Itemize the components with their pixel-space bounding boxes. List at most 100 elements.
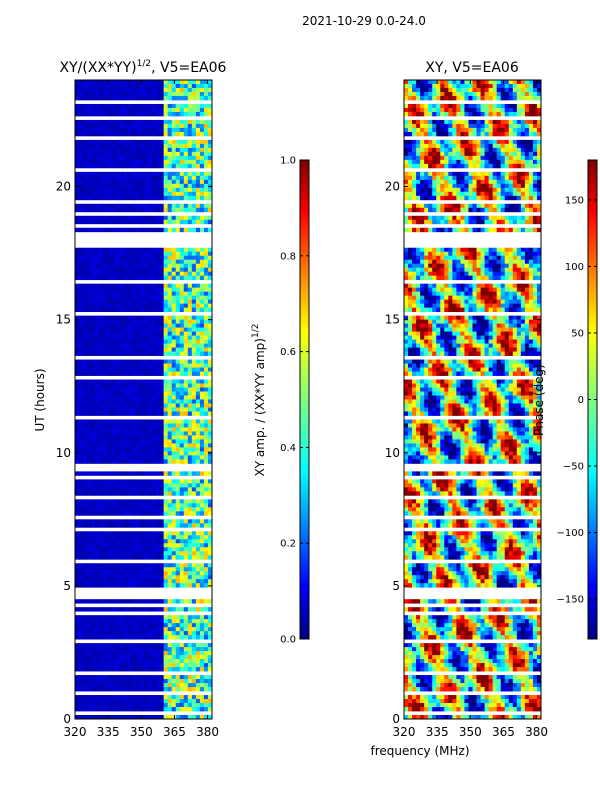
heatmap-cell — [147, 543, 152, 548]
heatmap-cell — [91, 131, 96, 137]
heatmap-cell — [95, 459, 100, 464]
heatmap-cell — [87, 87, 92, 93]
heatmap-cell — [95, 191, 100, 197]
heatmap-cell — [536, 91, 542, 97]
heatmap-cell — [87, 319, 92, 325]
heatmap-cell — [171, 163, 177, 169]
heatmap-cell — [187, 127, 193, 133]
heatmap-cell — [167, 435, 173, 440]
heatmap-cell — [199, 351, 205, 356]
heatmap-cell — [119, 119, 124, 125]
heatmap-cell — [171, 647, 177, 652]
heatmap-cell — [115, 535, 120, 540]
heatmap-cell — [171, 155, 177, 161]
heatmap-cell — [175, 635, 181, 640]
heatmap-cell — [167, 623, 173, 628]
heatmap-cell — [163, 699, 169, 704]
heatmap-cell — [87, 635, 92, 640]
heatmap-cell — [91, 171, 96, 177]
heatmap-cell — [171, 615, 177, 620]
heatmap-cell — [91, 323, 96, 329]
heatmap-cell — [420, 151, 425, 157]
heatmap-cell — [159, 563, 165, 568]
heatmap-cell — [532, 111, 538, 117]
heatmap-cell — [179, 95, 185, 101]
heatmap-cell — [179, 195, 185, 201]
heatmap-cell — [79, 275, 84, 281]
heatmap-cell — [107, 679, 112, 684]
heatmap-cell — [155, 171, 161, 177]
heatmap-cell — [75, 255, 80, 261]
heatmap-cell — [111, 383, 116, 388]
heatmap-cell — [464, 107, 469, 113]
heatmap-cell — [111, 635, 116, 640]
heatmap-cell — [151, 547, 156, 552]
heatmap-cell — [528, 131, 534, 137]
heatmap-cell — [476, 119, 481, 125]
heatmap-cell — [127, 507, 132, 512]
heatmap-cell — [135, 255, 140, 261]
heatmap-cell — [191, 571, 197, 576]
heatmap-cell — [79, 391, 84, 396]
heatmap-cell — [83, 307, 88, 313]
heatmap-cell — [199, 139, 205, 145]
heatmap-cell — [183, 83, 189, 89]
heatmap-cell — [520, 147, 526, 153]
heatmap-cell — [139, 403, 144, 408]
heatmap-cell — [75, 143, 80, 149]
heatmap-cell — [207, 315, 213, 321]
heatmap-cell — [75, 391, 80, 396]
heatmap-cell — [111, 331, 116, 336]
heatmap-cell — [111, 435, 116, 440]
heatmap-cell — [147, 563, 152, 568]
heatmap-cell — [111, 655, 116, 660]
heatmap-cell — [95, 583, 100, 588]
heatmap-cell — [79, 263, 84, 269]
heatmap-cell — [147, 387, 152, 392]
heatmap-cell — [524, 83, 530, 89]
heatmap-cell — [203, 615, 209, 620]
heatmap-cell — [179, 291, 185, 297]
heatmap-cell — [187, 531, 193, 536]
heatmap-cell — [83, 139, 88, 145]
heatmap-cell — [83, 547, 88, 552]
heatmap-cell — [143, 155, 148, 161]
heatmap-cell — [103, 187, 108, 193]
heatmap-cell — [195, 499, 201, 504]
heatmap-cell — [103, 635, 108, 640]
heatmap-cell — [123, 83, 128, 89]
heatmap-cell — [87, 539, 92, 544]
heatmap-cell — [95, 155, 100, 161]
heatmap-cell — [91, 483, 96, 488]
heatmap-cell — [135, 247, 140, 253]
heatmap-cell — [103, 423, 108, 428]
heatmap-cell — [167, 303, 173, 309]
heatmap-cell — [147, 687, 152, 692]
heatmap-cell — [175, 123, 181, 129]
heatmap-cell — [472, 143, 477, 149]
heatmap-cell — [99, 123, 104, 129]
heatmap-cell — [95, 367, 100, 372]
heatmap-cell — [167, 667, 173, 672]
heatmap-cell — [187, 695, 193, 700]
heatmap-cell — [420, 127, 425, 133]
heatmap-cell — [115, 579, 120, 584]
heatmap-cell — [135, 531, 140, 536]
heatmap-cell — [191, 551, 197, 556]
heatmap-cell — [167, 599, 173, 604]
heatmap-cell — [99, 539, 104, 544]
heatmap-cell — [83, 479, 88, 484]
heatmap-cell — [207, 491, 213, 496]
heatmap-cell — [107, 159, 112, 165]
heatmap-cell — [131, 179, 136, 185]
heatmap-cell — [139, 447, 144, 452]
heatmap-cell — [75, 351, 80, 356]
heatmap-cell — [155, 80, 161, 85]
heatmap-cell — [103, 291, 108, 297]
heatmap-cell — [115, 339, 120, 344]
heatmap-cell — [171, 247, 177, 253]
heatmap-cell — [139, 219, 144, 225]
heatmap-cell — [191, 651, 197, 656]
heatmap-cell — [83, 519, 88, 524]
heatmap-cell — [99, 631, 104, 636]
